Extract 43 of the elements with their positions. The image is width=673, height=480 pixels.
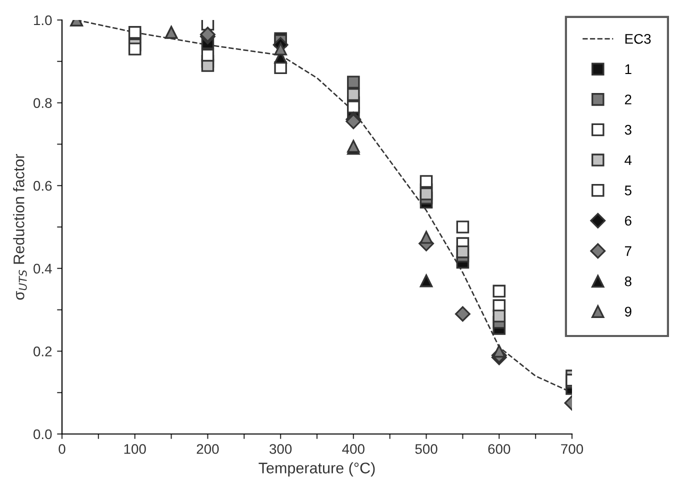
point (456, 245, 470, 258)
legend-label: 8 (624, 276, 632, 286)
y-tick-label: 0.4 (34, 264, 52, 274)
x-tick-label: 400 (342, 444, 364, 454)
legend-label: 7 (624, 246, 632, 256)
legend-label: 6 (624, 216, 632, 226)
x-tick-label: 200 (196, 444, 219, 454)
point (420, 274, 433, 288)
point (201, 48, 214, 62)
legend-label: EC3 (625, 34, 651, 44)
legend-label: 4 (624, 155, 632, 165)
legend-label: 3 (624, 124, 632, 135)
point (492, 284, 506, 298)
point (128, 26, 142, 39)
point (492, 344, 506, 358)
y-tick-label: 0.2 (34, 346, 52, 356)
point (420, 230, 433, 244)
legend-label: 1 (625, 64, 632, 74)
x-tick-label: 700 (561, 444, 584, 454)
point (347, 100, 360, 114)
legend-label: 2 (624, 94, 632, 104)
point (420, 187, 433, 200)
x-tick-label: 100 (124, 444, 146, 454)
point (347, 88, 360, 101)
point (347, 76, 360, 88)
point (456, 220, 470, 234)
legend-label: 5 (624, 186, 632, 196)
point (420, 175, 433, 188)
legend-label: 9 (624, 306, 632, 317)
x-tick-label: 500 (415, 444, 438, 454)
point (128, 42, 142, 56)
y-tick-label: 0.0 (34, 429, 52, 440)
x-tick-label: 300 (270, 444, 292, 454)
y-tick-label: 0.6 (34, 180, 52, 191)
point (274, 42, 287, 56)
point (455, 306, 470, 322)
y-axis-title: σ$_{UTS}$ Reduction factor (13, 154, 27, 300)
point (492, 310, 506, 322)
x-tick-label: 0 (58, 444, 66, 454)
x-tick-label: 600 (488, 444, 510, 454)
x-axis-title: Temperature (°C) (258, 462, 375, 476)
y-tick-label: 0.8 (34, 98, 52, 108)
y-tick-label: 1.0 (34, 15, 52, 26)
